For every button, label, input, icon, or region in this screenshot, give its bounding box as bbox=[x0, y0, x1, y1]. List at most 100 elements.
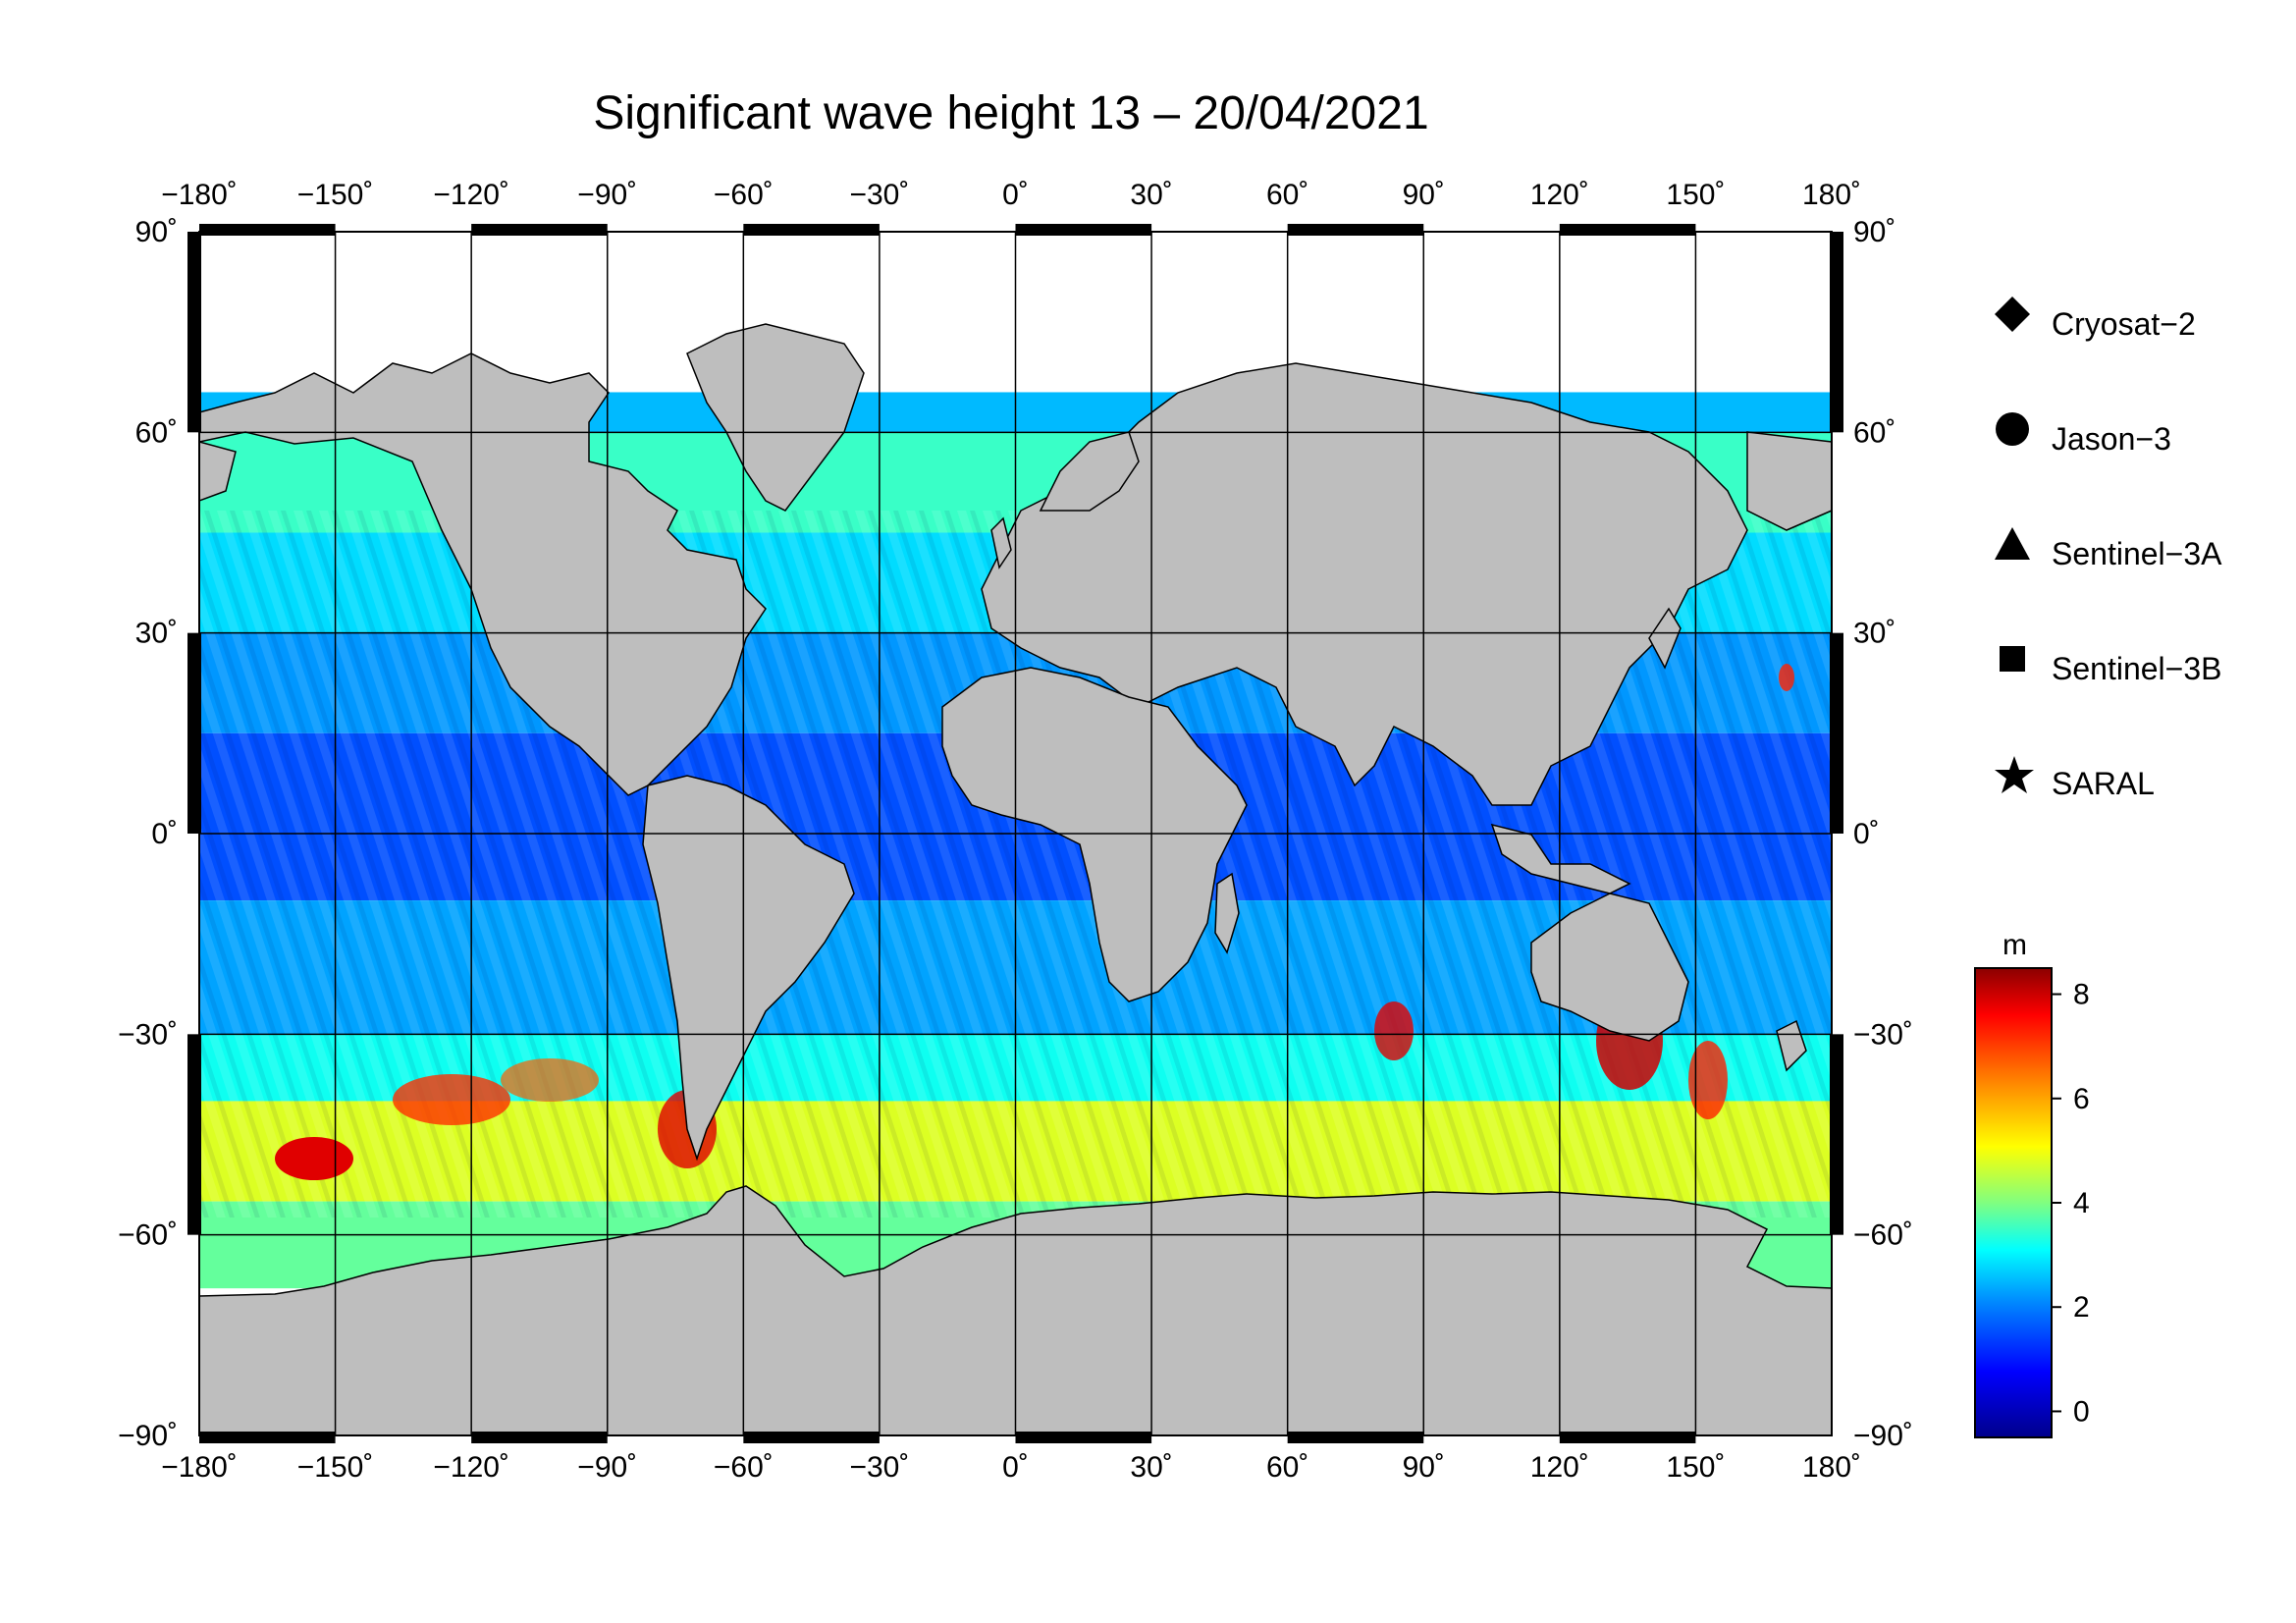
lon-labels-bottom: −180˚ −150˚ −120˚ −90˚ −60˚ −30˚ 0˚ 30˚ 60˚ 90˚ 12… bbox=[161, 1451, 1861, 1484]
colorbar-tick-label: 8 bbox=[2073, 979, 2090, 1011]
land-new-zealand bbox=[1776, 1019, 1807, 1072]
frame-seg-right bbox=[1830, 1034, 1843, 1235]
land-scandinavia bbox=[1039, 431, 1140, 512]
land-siberia-east bbox=[1746, 431, 1832, 531]
lon-tick-label-bottom: 90˚ bbox=[1403, 1451, 1445, 1484]
frame-seg-bottom bbox=[199, 1432, 336, 1443]
colorbar-unit: m bbox=[2002, 929, 2027, 961]
colorbar-tick-label: 2 bbox=[2073, 1291, 2090, 1324]
lat-tick-label-right: 0˚ bbox=[1853, 818, 1880, 850]
land-africa bbox=[941, 667, 1248, 1002]
lon-tick-label-bottom: −30˚ bbox=[849, 1451, 909, 1484]
frame-seg-left bbox=[187, 1034, 201, 1235]
lon-tick-label-bottom: −60˚ bbox=[714, 1451, 774, 1484]
frame-seg-bottom bbox=[1287, 1432, 1424, 1443]
lat-tick-label-left: 0˚ bbox=[151, 818, 178, 850]
frame-seg-top bbox=[471, 224, 608, 236]
legend-label: Sentinel−3B bbox=[2052, 650, 2222, 686]
legend-item-star: SARAL bbox=[1993, 754, 2155, 813]
lon-tick-label-top: −60˚ bbox=[714, 179, 774, 211]
lat-tick-label-left: −90˚ bbox=[118, 1420, 178, 1452]
legend-label: Cryosat−2 bbox=[2052, 305, 2196, 342]
circle-icon bbox=[1993, 412, 2038, 461]
frame-seg-bottom bbox=[471, 1432, 608, 1443]
land-uk bbox=[990, 516, 1012, 569]
lon-tick-label-top: −150˚ bbox=[297, 179, 374, 211]
lon-tick-label-bottom: 0˚ bbox=[1002, 1451, 1029, 1484]
lon-tick-label-top: 90˚ bbox=[1403, 179, 1445, 211]
graticule bbox=[199, 232, 1832, 1435]
lat-tick-label-right: −90˚ bbox=[1853, 1420, 1913, 1452]
lon-tick-label-top: −90˚ bbox=[577, 179, 637, 211]
lon-tick-label-top: −30˚ bbox=[849, 179, 909, 211]
land-eurasia bbox=[981, 362, 1748, 806]
lat-tick-label-left: 30˚ bbox=[135, 618, 178, 650]
lat-tick-label-right: 90˚ bbox=[1853, 216, 1896, 248]
legend-item-circle: Jason−3 bbox=[1993, 409, 2171, 468]
colorbar bbox=[1974, 967, 2053, 1438]
frame-seg-top bbox=[1287, 224, 1424, 236]
lon-tick-label-bottom: −150˚ bbox=[297, 1451, 374, 1484]
colorbar-ticks: 8 6 4 2 0 bbox=[2052, 979, 2090, 1428]
land-greenland bbox=[686, 323, 865, 512]
land-north-america bbox=[199, 352, 767, 796]
lon-tick-label-bottom: 60˚ bbox=[1266, 1451, 1308, 1484]
lon-tick-label-bottom: −120˚ bbox=[433, 1451, 509, 1484]
colorbar-tick-label: 0 bbox=[2073, 1395, 2090, 1428]
colorbar-tick-label: 6 bbox=[2073, 1083, 2090, 1115]
legend-label: SARAL bbox=[2052, 765, 2155, 801]
legend-label: Jason−3 bbox=[2052, 420, 2171, 457]
colorbar-tick-label: 4 bbox=[2073, 1187, 2090, 1219]
legend-item-square: Sentinel−3B bbox=[1993, 639, 2221, 698]
lon-tick-label-top: 30˚ bbox=[1130, 179, 1172, 211]
frame-seg-right bbox=[1830, 632, 1843, 834]
lon-tick-label-top: 180˚ bbox=[1802, 179, 1861, 211]
lat-tick-label-right: 60˚ bbox=[1853, 416, 1896, 449]
lat-labels-left: 90˚ 60˚ 30˚ 0˚ −30˚ −60˚ −90˚ bbox=[118, 216, 178, 1452]
lon-tick-label-bottom: 180˚ bbox=[1802, 1451, 1861, 1484]
legend-item-diamond: Cryosat−2 bbox=[1993, 295, 2196, 353]
lat-tick-label-right: 30˚ bbox=[1853, 618, 1896, 650]
legend-item-triangle: Sentinel−3A bbox=[1993, 524, 2221, 583]
lat-labels-right: 90˚ 60˚ 30˚ 0˚ −30˚ −60˚ −90˚ bbox=[1853, 216, 1913, 1452]
frame-seg-left bbox=[187, 632, 201, 834]
land-indonesia bbox=[1490, 823, 1631, 894]
lon-tick-label-bottom: 120˚ bbox=[1530, 1451, 1589, 1484]
frame-seg-bottom bbox=[743, 1432, 880, 1443]
lon-tick-label-top: 0˚ bbox=[1002, 179, 1029, 211]
star-icon bbox=[1993, 756, 2038, 806]
frame-seg-left bbox=[187, 232, 201, 433]
lat-tick-label-left: 60˚ bbox=[135, 416, 178, 449]
lon-tick-label-top: 150˚ bbox=[1666, 179, 1725, 211]
triangle-icon bbox=[1993, 527, 2038, 576]
lon-tick-label-top: −180˚ bbox=[161, 179, 238, 211]
lon-tick-label-bottom: 30˚ bbox=[1130, 1451, 1172, 1484]
lat-tick-label-left: −60˚ bbox=[118, 1219, 178, 1252]
frame-seg-bottom bbox=[1015, 1432, 1152, 1443]
lon-tick-label-bottom: 150˚ bbox=[1666, 1451, 1725, 1484]
land-alaska-west bbox=[199, 441, 237, 502]
frame-seg-top bbox=[1015, 224, 1152, 236]
chart-title: Significant wave height 13 – 20/04/2021 bbox=[593, 87, 1429, 139]
square-icon bbox=[1993, 646, 2038, 691]
land-japan bbox=[1648, 607, 1682, 670]
lon-tick-label-top: 60˚ bbox=[1266, 179, 1308, 211]
lon-tick-label-top: 120˚ bbox=[1530, 179, 1589, 211]
lon-tick-label-bottom: −180˚ bbox=[161, 1451, 238, 1484]
diamond-icon bbox=[1993, 297, 2038, 347]
frame-seg-right bbox=[1830, 232, 1843, 433]
legend-label: Sentinel−3A bbox=[2052, 535, 2222, 571]
lat-tick-label-left: 90˚ bbox=[135, 216, 178, 248]
lat-tick-label-right: −60˚ bbox=[1853, 1219, 1913, 1252]
lon-tick-label-top: −120˚ bbox=[433, 179, 509, 211]
land-madagascar bbox=[1214, 872, 1240, 954]
frame-seg-top bbox=[743, 224, 880, 236]
lon-labels-top: −180˚ −150˚ −120˚ −90˚ −60˚ −30˚ 0˚ 30˚ 60˚ 90˚ 12… bbox=[161, 179, 1861, 211]
map-frame-scale bbox=[187, 224, 1843, 1443]
frame-seg-top bbox=[1559, 224, 1696, 236]
frame-seg-bottom bbox=[1559, 1432, 1696, 1443]
lat-tick-label-right: −30˚ bbox=[1853, 1018, 1913, 1051]
land-south-america bbox=[642, 775, 855, 1162]
lon-tick-label-bottom: −90˚ bbox=[577, 1451, 637, 1484]
